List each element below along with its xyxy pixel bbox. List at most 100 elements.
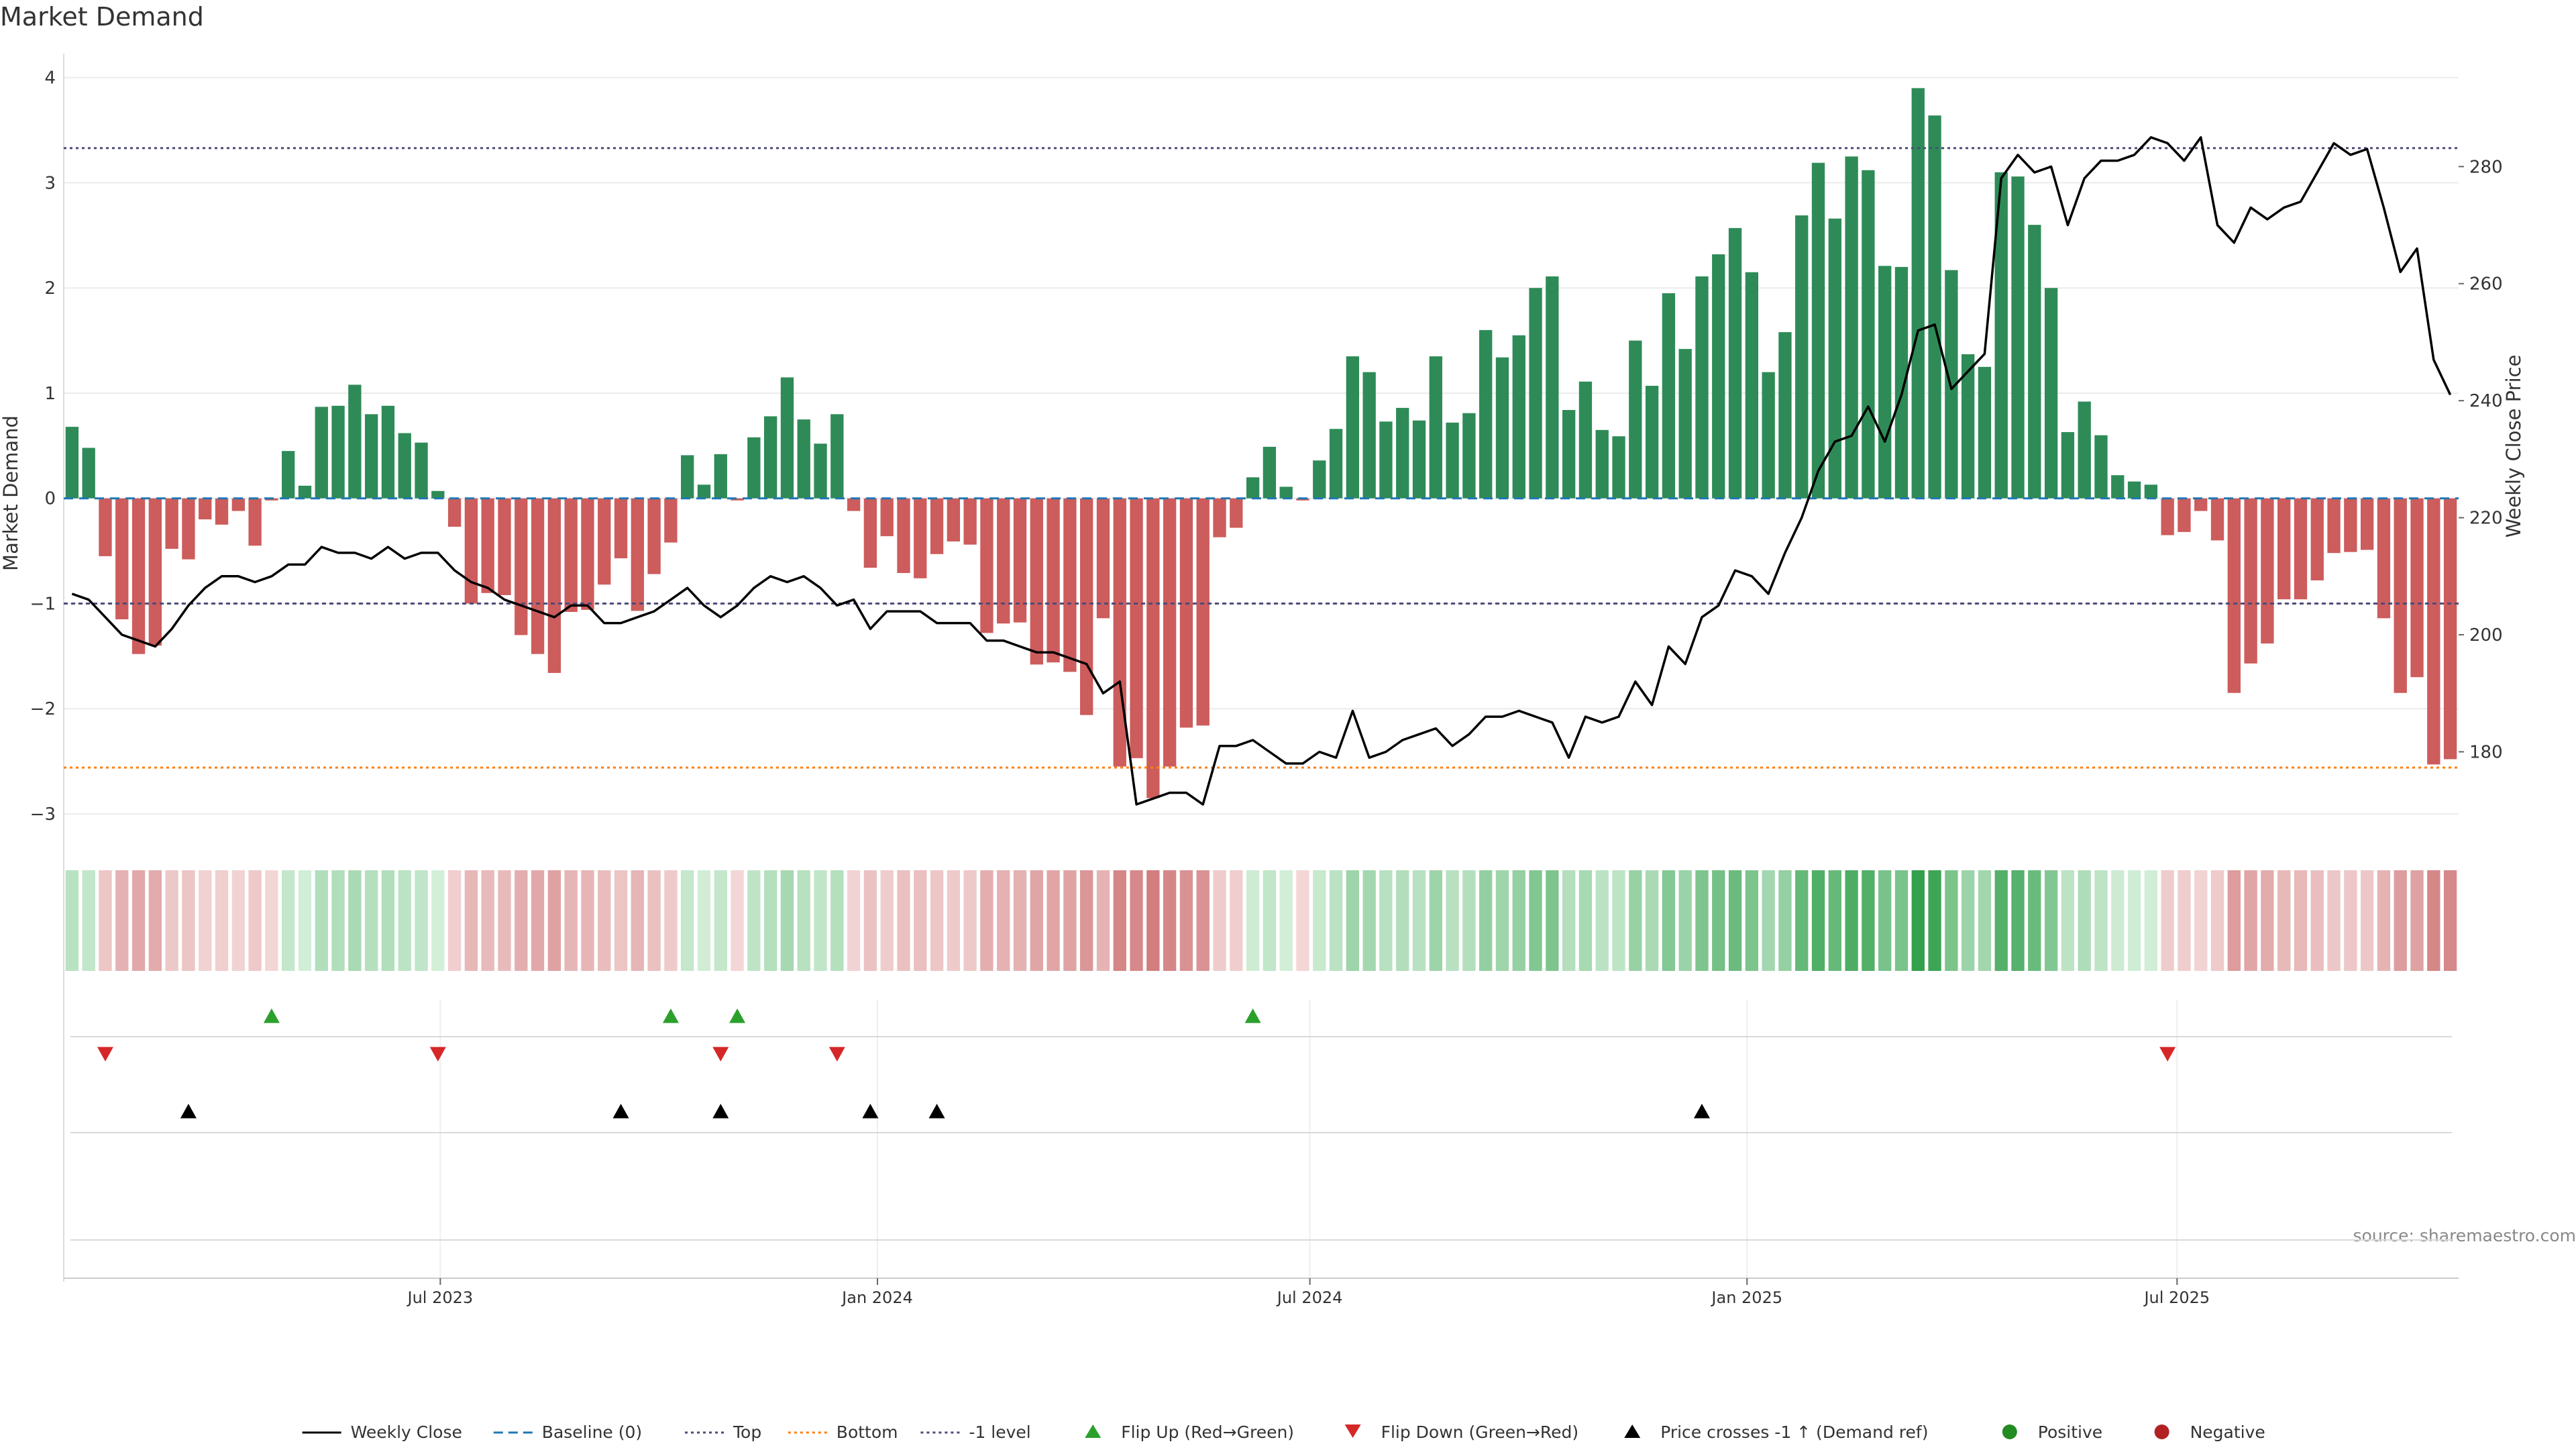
heat-cell — [1978, 870, 1991, 971]
demand-bar — [1230, 499, 1242, 528]
legend-label: Positive — [2038, 1422, 2102, 1442]
demand-bar — [2128, 482, 2141, 499]
heat-cell — [2377, 870, 2390, 971]
demand-bar — [315, 407, 328, 498]
legend-label: Negative — [2190, 1422, 2265, 1442]
y2-tick-label: 180 — [2469, 742, 2503, 762]
demand-bar — [830, 414, 843, 498]
heat-cell — [531, 870, 544, 971]
heat-cell — [1646, 870, 1658, 971]
heat-cell — [2394, 870, 2407, 971]
heat-cell — [1030, 870, 1043, 971]
demand-bar — [2061, 432, 2074, 499]
demand-bar — [448, 499, 461, 527]
heat-cell — [1795, 870, 1808, 971]
heat-cell — [764, 870, 777, 971]
heat-cell — [1513, 870, 1525, 971]
legend-label: Weekly Close — [351, 1422, 462, 1442]
demand-bar — [681, 455, 694, 498]
heat-cell — [199, 870, 211, 971]
demand-bar — [1646, 386, 1658, 499]
demand-bar — [165, 499, 178, 549]
heat-cell — [448, 870, 461, 971]
demand-bar — [1313, 460, 1326, 498]
heat-cell — [2078, 870, 2091, 971]
legend-label: Flip Down (Green→Red) — [1381, 1422, 1579, 1442]
heat-cell — [1046, 870, 1059, 971]
y2-axis-label: Weekly Close Price — [2502, 355, 2525, 538]
demand-bar — [997, 499, 1010, 624]
y2-tick-label: 200 — [2469, 625, 2503, 645]
demand-bar — [1330, 429, 1342, 498]
legend-item: Price crosses -1 ↑ (Demand ref) — [1624, 1422, 1928, 1442]
heat-cell — [2444, 870, 2457, 971]
demand-bar — [2294, 499, 2307, 599]
heat-cell — [830, 870, 843, 971]
heat-cell — [1379, 870, 1392, 971]
demand-bar — [698, 484, 710, 498]
legend-swatch — [2002, 1424, 2017, 1439]
heat-cell — [814, 870, 826, 971]
heat-cell — [1912, 870, 1925, 971]
heat-cell — [1812, 870, 1825, 971]
heat-cell — [398, 870, 411, 971]
heat-cell — [115, 870, 128, 971]
heat-cell — [1746, 870, 1758, 971]
heat-cell — [1346, 870, 1359, 971]
heat-cell — [482, 870, 494, 971]
heat-cell — [365, 870, 378, 971]
demand-bar — [2211, 499, 2224, 541]
heat-cell — [1180, 870, 1193, 971]
demand-bar — [1829, 219, 1841, 499]
heat-cell — [2094, 870, 2107, 971]
heat-cell — [963, 870, 976, 971]
demand-bar — [1862, 170, 1874, 499]
demand-bar — [398, 433, 411, 499]
demand-bar — [581, 499, 594, 610]
demand-bar — [2244, 499, 2257, 664]
demand-bar — [631, 499, 644, 611]
heat-cell — [1529, 870, 1542, 971]
y-tick-label: −2 — [30, 699, 56, 719]
demand-bar — [2361, 499, 2373, 550]
heat-cell — [415, 870, 427, 971]
demand-bar — [1878, 266, 1891, 498]
heat-cell — [2145, 870, 2157, 971]
heat-cell — [631, 870, 644, 971]
heat-cell — [2045, 870, 2057, 971]
legend-label: Top — [733, 1422, 761, 1442]
y-tick-label: −1 — [30, 594, 56, 614]
demand-bar — [647, 499, 660, 574]
demand-bar — [798, 419, 810, 499]
demand-bar — [232, 499, 245, 511]
demand-bar — [1529, 288, 1542, 499]
demand-bar — [1197, 499, 1210, 726]
demand-bar — [2444, 499, 2457, 760]
demand-bar — [2277, 499, 2290, 599]
demand-bar — [781, 377, 794, 498]
demand-bar — [1546, 276, 1558, 499]
heat-cell — [947, 870, 960, 971]
demand-bar — [564, 499, 577, 612]
demand-bar — [99, 499, 111, 556]
heat-cell — [1778, 870, 1791, 971]
heat-cell — [2211, 870, 2224, 971]
demand-bar — [1280, 486, 1293, 498]
demand-bar — [1446, 423, 1458, 499]
heat-cell — [731, 870, 743, 971]
heat-cell — [930, 870, 943, 971]
heat-cell — [997, 870, 1010, 971]
heat-cell — [1063, 870, 1076, 971]
demand-bar — [1346, 356, 1359, 499]
heat-cell — [2128, 870, 2141, 971]
heat-cell — [980, 870, 993, 971]
heat-cell — [1579, 870, 1592, 971]
heat-cell — [1995, 870, 2008, 971]
demand-bar — [747, 437, 760, 499]
demand-bar — [764, 416, 777, 498]
demand-bar — [431, 491, 444, 499]
heat-cell — [149, 870, 162, 971]
heat-cell — [598, 870, 610, 971]
demand-bar — [1030, 499, 1043, 665]
demand-bar — [1596, 430, 1609, 499]
